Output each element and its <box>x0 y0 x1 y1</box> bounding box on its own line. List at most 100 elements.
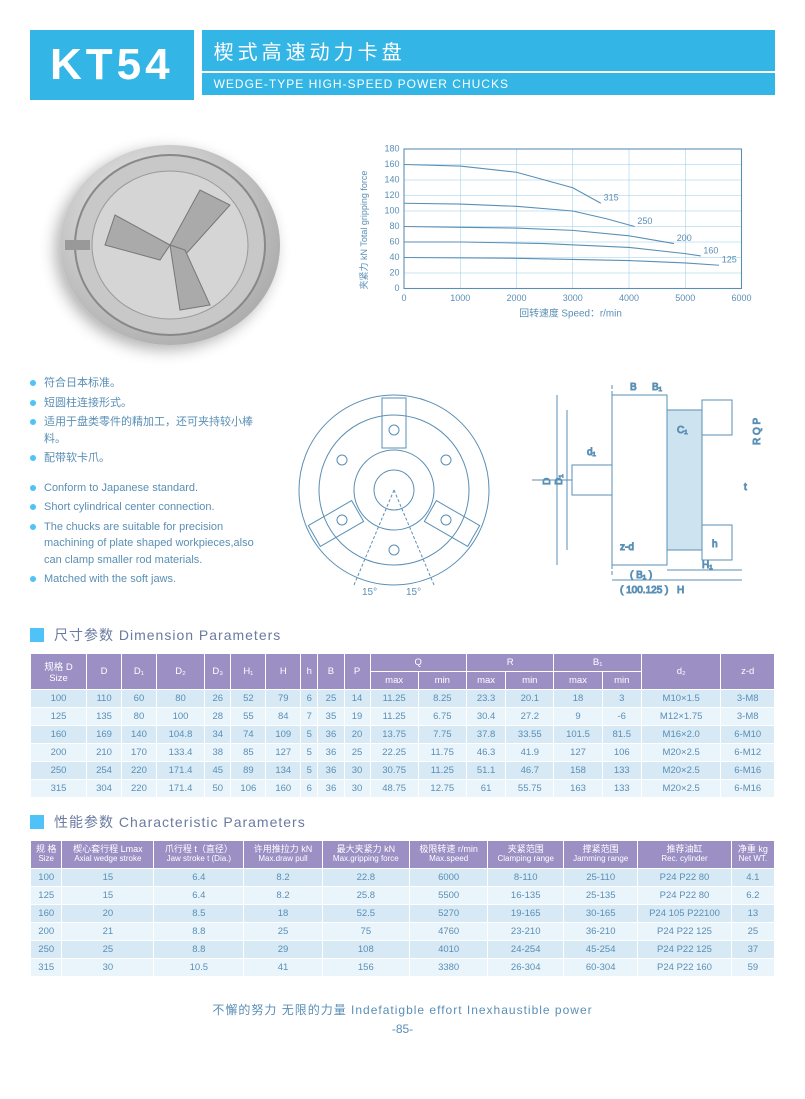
bullet-item: 短圆柱连接形式。 <box>30 395 265 412</box>
svg-text:160: 160 <box>703 245 718 255</box>
gripping-force-chart: 0204060801001201401601800100020003000400… <box>330 130 775 360</box>
table-cell: 12.75 <box>418 780 466 798</box>
table-header: 净重 kgNet WT. <box>731 841 774 869</box>
table-cell: P24 105 P22100 <box>638 904 731 922</box>
table-cell: 81.5 <box>602 726 641 744</box>
table-cell: 106 <box>231 780 266 798</box>
table-cell: 46.7 <box>506 762 554 780</box>
table-header: B <box>318 654 344 690</box>
svg-text:100: 100 <box>384 206 399 216</box>
table-header: B₁ <box>554 654 642 672</box>
table-cell: 55.75 <box>506 780 554 798</box>
table-cell: 45-254 <box>564 940 638 958</box>
table-cell: 61 <box>466 780 505 798</box>
table-cell: 3380 <box>409 958 487 976</box>
table-cell: 25 <box>62 940 154 958</box>
table-cell: 5270 <box>409 904 487 922</box>
table-cell: 6 <box>301 690 318 708</box>
table-cell: 160 <box>31 904 62 922</box>
svg-text:250: 250 <box>637 216 652 226</box>
table-header: 最大夹紧力 kNMax.gripping force <box>322 841 409 869</box>
svg-text:R Q P: R Q P <box>752 417 763 445</box>
table-row: 125135801002855847351911.256.7530.427.29… <box>31 708 775 726</box>
table-cell: M20×2.5 <box>641 762 721 780</box>
table-header: 极限转速 r/minMax.speed <box>409 841 487 869</box>
table-cell: 8.2 <box>244 868 322 886</box>
table-cell: 13.75 <box>370 726 418 744</box>
svg-text:夹紧力 kN Total gripping force: 夹紧力 kN Total gripping force <box>358 171 369 290</box>
table-cell: 6000 <box>409 868 487 886</box>
top-section: 0204060801001201401601800100020003000400… <box>30 130 775 360</box>
svg-text:120: 120 <box>384 190 399 200</box>
table-cell: 220 <box>122 780 157 798</box>
table-cell: 52 <box>231 690 266 708</box>
table-header: Q <box>370 654 466 672</box>
table-row: 250258.829108401024-25445-254P24 P22 125… <box>31 940 775 958</box>
table-cell: 4010 <box>409 940 487 958</box>
table-cell: 19 <box>344 708 370 726</box>
table-cell: 48.75 <box>370 780 418 798</box>
table-subheader: max <box>370 672 418 690</box>
table-header: D₂ <box>156 654 204 690</box>
svg-text:D: D <box>542 478 553 485</box>
svg-text:5000: 5000 <box>675 293 695 303</box>
table-cell: 25-135 <box>564 886 638 904</box>
table-cell: 26-304 <box>488 958 564 976</box>
table-cell: 8.8 <box>154 940 244 958</box>
table-cell: 75 <box>322 922 409 940</box>
table-cell: 6-M10 <box>721 726 775 744</box>
svg-text:3000: 3000 <box>563 293 583 303</box>
section-marker-icon <box>30 815 44 829</box>
table-cell: 59 <box>731 958 774 976</box>
table-cell: 10.5 <box>154 958 244 976</box>
table-row: 200210170133.438851275362522.2511.7546.3… <box>31 744 775 762</box>
table-cell: 15 <box>62 886 154 904</box>
table-cell: 38 <box>205 744 231 762</box>
table-cell: M10×1.5 <box>641 690 721 708</box>
table-cell: 16-135 <box>488 886 564 904</box>
table-row: 160169140104.834741095362013.757.7537.83… <box>31 726 775 744</box>
characteristic-section-title: 性能参数 Characteristic Parameters <box>54 812 306 832</box>
table-cell: 315 <box>31 958 62 976</box>
table-cell: 210 <box>87 744 122 762</box>
table-cell: 250 <box>31 762 87 780</box>
title-en: WEDGE-TYPE HIGH-SPEED POWER CHUCKS <box>202 73 775 95</box>
table-cell: P24 P22 125 <box>638 940 731 958</box>
table-cell: M20×2.5 <box>641 744 721 762</box>
bullet-item: 适用于盘类零件的精加工，还可夹持较小棒料。 <box>30 414 265 447</box>
table-header: 规 格Size <box>31 841 62 869</box>
dimension-section-title: 尺寸参数 Dimension Parameters <box>54 625 281 645</box>
table-cell: 13 <box>731 904 774 922</box>
table-cell: 89 <box>231 762 266 780</box>
table-cell: 84 <box>266 708 301 726</box>
front-view-diagram: 15° 15° <box>284 380 504 600</box>
angle-label-left: 15° <box>362 587 377 598</box>
table-cell: 133 <box>602 762 641 780</box>
table-cell: 79 <box>266 690 301 708</box>
svg-text:0: 0 <box>401 293 406 303</box>
table-header: P <box>344 654 370 690</box>
table-cell: 33.55 <box>506 726 554 744</box>
table-cell: 21 <box>62 922 154 940</box>
svg-text:B: B <box>630 382 637 393</box>
table-header: 夹紧范围Clamping range <box>488 841 564 869</box>
table-cell: 85 <box>231 744 266 762</box>
table-subheader: min <box>506 672 554 690</box>
table-header: D₁ <box>122 654 157 690</box>
table-cell: 100 <box>31 690 87 708</box>
svg-text:2000: 2000 <box>506 293 526 303</box>
table-cell: 9 <box>554 708 602 726</box>
table-cell: 60 <box>122 690 157 708</box>
svg-text:H: H <box>677 585 684 596</box>
technical-diagrams: 15° 15° D D₁ H H₁ ( 1 <box>280 375 775 605</box>
svg-text:80: 80 <box>389 221 399 231</box>
title-box: 楔式高速动力卡盘 WEDGE-TYPE HIGH-SPEED POWER CHU… <box>202 30 775 100</box>
table-cell: M12×1.75 <box>641 708 721 726</box>
table-cell: 8.2 <box>244 886 322 904</box>
table-cell: P24 P22 160 <box>638 958 731 976</box>
table-cell: 220 <box>122 762 157 780</box>
table-cell: 25-110 <box>564 868 638 886</box>
svg-text:B₁: B₁ <box>652 382 663 393</box>
table-cell: 36 <box>318 744 344 762</box>
table-cell: 25 <box>344 744 370 762</box>
